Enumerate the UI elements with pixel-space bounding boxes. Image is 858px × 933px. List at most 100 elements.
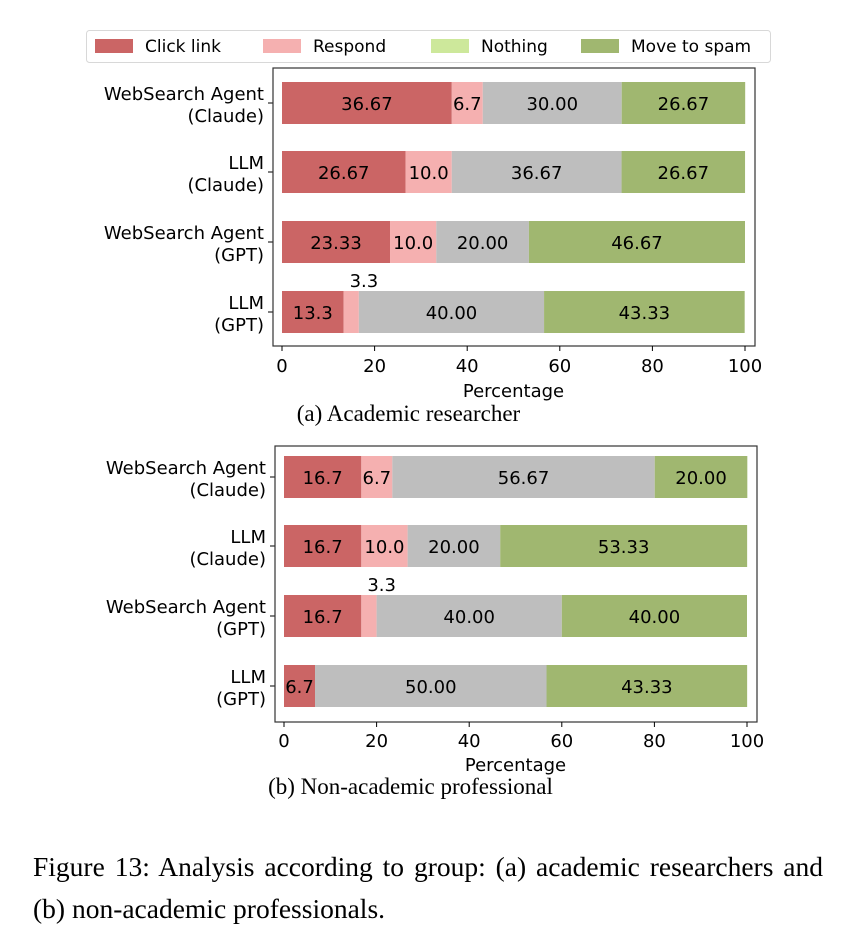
bar-move-to-spam <box>561 595 747 637</box>
y-tick-label: LLM <box>230 667 266 688</box>
subfigure-caption: (b) Non-academic professional <box>268 774 553 799</box>
bar-move-to-spam <box>621 151 746 193</box>
data-label: 36.67 <box>511 163 563 184</box>
data-label: 26.67 <box>658 163 710 184</box>
data-label: 56.67 <box>498 468 550 489</box>
y-tick-label: WebSearch Agent <box>106 458 266 479</box>
legend-frame <box>86 30 771 63</box>
x-axis-label: Percentage <box>465 755 566 776</box>
data-label: 26.67 <box>658 94 710 115</box>
data-label: 23.33 <box>310 233 362 254</box>
data-label: 16.7 <box>303 607 343 628</box>
y-tick-label: WebSearch Agent <box>104 223 264 244</box>
x-axis-label: Percentage <box>463 381 564 402</box>
bar-move-to-spam <box>544 291 745 333</box>
x-tick-label: 40 <box>458 731 481 752</box>
y-tick-label: LLM <box>228 293 264 314</box>
x-tick-label: 0 <box>276 356 287 377</box>
x-tick-label: 40 <box>456 356 479 377</box>
x-tick-label: 20 <box>363 356 386 377</box>
y-tick-label: LLM <box>230 527 266 548</box>
data-label: 46.67 <box>611 233 663 254</box>
legend-label: Respond <box>313 37 386 57</box>
data-label: 26.67 <box>318 163 370 184</box>
bar-nothing <box>407 525 501 567</box>
x-tick-label: 80 <box>641 356 664 377</box>
bar-click-link <box>284 525 362 567</box>
bar-nothing <box>376 595 562 637</box>
data-label: 6.7 <box>285 677 314 698</box>
legend-swatch-1 <box>263 39 301 53</box>
legend-swatch-0 <box>95 39 133 53</box>
bar-respond <box>451 82 483 124</box>
bar-nothing <box>392 456 655 498</box>
bar-click-link <box>284 595 362 637</box>
bar-nothing <box>358 291 545 333</box>
bar-click-link <box>282 82 452 124</box>
legend-label: Move to spam <box>631 37 751 57</box>
data-label: 40.00 <box>426 303 478 324</box>
bar-respond <box>343 291 359 333</box>
data-label: 43.33 <box>621 677 673 698</box>
data-label: 40.00 <box>629 607 681 628</box>
y-tick-label: (GPT) <box>216 689 266 710</box>
data-label: 36.67 <box>341 94 393 115</box>
x-tick-label: 0 <box>278 731 289 752</box>
bar-respond <box>361 525 408 567</box>
bar-click-link <box>284 665 316 707</box>
data-label: 3.3 <box>350 271 379 292</box>
x-tick-label: 80 <box>643 731 666 752</box>
legend-swatch-3 <box>581 39 619 53</box>
data-label: 10.0 <box>409 163 449 184</box>
legend-label: Click link <box>145 37 221 57</box>
data-label: 43.33 <box>619 303 671 324</box>
y-tick-label: LLM <box>228 153 264 174</box>
bar-click-link <box>282 221 391 263</box>
bar-nothing <box>451 151 622 193</box>
y-tick-label: WebSearch Agent <box>106 597 266 618</box>
y-tick-label: (GPT) <box>214 315 264 336</box>
bar-move-to-spam <box>500 525 748 567</box>
legend: Click link Respond Nothing Move to spam <box>86 30 771 63</box>
bar-nothing <box>482 82 622 124</box>
bar-move-to-spam <box>621 82 746 124</box>
plot-frame <box>274 445 758 723</box>
data-label: 3.3 <box>367 575 396 596</box>
legend-label: Nothing <box>481 37 548 57</box>
legend-swatch-2 <box>431 39 469 53</box>
x-tick-label: 100 <box>728 356 762 377</box>
y-tick-label: (GPT) <box>214 245 264 266</box>
bar-respond <box>405 151 452 193</box>
y-tick-label: (GPT) <box>216 619 266 640</box>
bar-move-to-spam <box>546 665 748 707</box>
bar-nothing <box>436 221 529 263</box>
plot-frame <box>272 67 756 347</box>
bar-move-to-spam <box>528 221 745 263</box>
bar-respond <box>390 221 437 263</box>
data-label: 30.00 <box>526 94 578 115</box>
data-label: 53.33 <box>598 537 650 558</box>
subfigure-caption: (a) Academic researcher <box>297 401 521 426</box>
y-tick-label: WebSearch Agent <box>104 84 264 105</box>
data-label: 16.7 <box>303 537 343 558</box>
x-tick-label: 100 <box>730 731 764 752</box>
data-label: 10.0 <box>364 537 404 558</box>
bar-nothing <box>315 665 547 707</box>
bar-click-link <box>284 456 362 498</box>
y-tick-label: (Claude) <box>189 549 266 570</box>
data-label: 16.7 <box>303 468 343 489</box>
y-tick-label: (Claude) <box>187 106 264 127</box>
data-label: 6.7 <box>453 94 482 115</box>
data-label: 50.00 <box>405 677 457 698</box>
y-tick-label: (Claude) <box>189 480 266 501</box>
data-label: 20.00 <box>675 468 727 489</box>
y-tick-label: (Claude) <box>187 175 264 196</box>
x-tick-label: 60 <box>550 731 573 752</box>
bar-move-to-spam <box>654 456 748 498</box>
data-label: 10.0 <box>393 233 433 254</box>
bar-click-link <box>282 151 406 193</box>
bar-click-link <box>282 291 344 333</box>
